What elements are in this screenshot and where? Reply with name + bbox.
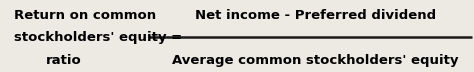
Text: Return on common: Return on common — [14, 9, 156, 22]
Text: ratio: ratio — [46, 54, 82, 67]
Text: Net income - Preferred dividend: Net income - Preferred dividend — [195, 9, 436, 22]
Text: stockholders' equity =: stockholders' equity = — [14, 31, 182, 44]
Text: Average common stockholders' equity: Average common stockholders' equity — [172, 54, 458, 67]
